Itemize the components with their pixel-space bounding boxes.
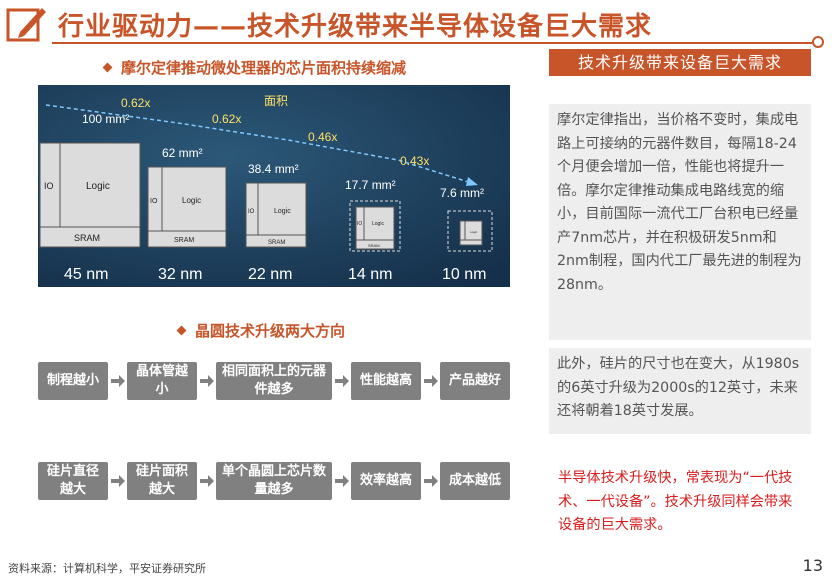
svg-text:Logic: Logic bbox=[274, 208, 291, 215]
diamond-bullet-icon bbox=[176, 325, 187, 336]
subtitle-moore-text: 摩尔定律推动微处理器的芯片面积持续缩减 bbox=[121, 59, 407, 77]
flow-2-step-5: 成本越低 bbox=[440, 462, 510, 500]
arrow-right-icon bbox=[424, 475, 438, 487]
arrow-right-icon bbox=[111, 375, 125, 387]
flow-1-step-3: 相同面积上的元器件越多 bbox=[216, 362, 332, 400]
chip-3-diagram: IO Logic SRAM bbox=[245, 182, 307, 248]
page-title: 行业驱动力——技术升级带来半导体设备巨大需求 bbox=[58, 12, 653, 42]
page-number: 13 bbox=[802, 556, 823, 575]
flow-1-step-4: 性能越高 bbox=[351, 362, 421, 400]
ratio-label-4: 0.43x bbox=[400, 154, 429, 168]
chip-4-area: 17.7 mm² bbox=[345, 178, 396, 192]
chip-1-diagram: IO Logic SRAM bbox=[39, 142, 141, 248]
right-section-header: 技术升级带来设备巨大需求 bbox=[549, 49, 811, 76]
highlight-conclusion: 半导体技术升级快，常表现为“一代技术、一代设备”。技术升级同样会带来设备的巨大需… bbox=[558, 470, 793, 533]
svg-text:SRAM: SRAM bbox=[74, 233, 100, 243]
svg-text:Logic: Logic bbox=[372, 221, 384, 227]
chip-2-diagram: IO Logic SRAM bbox=[147, 166, 227, 248]
subtitle-moore: 摩尔定律推动微处理器的芯片面积持续缩减 bbox=[102, 57, 407, 78]
svg-text:IO: IO bbox=[150, 198, 158, 205]
subtitle-wafer-text: 晶圆技术升级两大方向 bbox=[195, 322, 346, 340]
header-divider-end bbox=[812, 36, 824, 48]
diamond-bullet-icon bbox=[102, 62, 113, 73]
flow-1-step-2: 晶体管越小 bbox=[127, 362, 197, 400]
arrow-right-icon bbox=[424, 375, 438, 387]
header-divider bbox=[52, 42, 812, 44]
moore-law-svg: 0.62x 0.62x 0.46x 0.43x 面积 100 mm² IO Lo… bbox=[38, 85, 510, 287]
svg-text:SRAM: SRAM bbox=[268, 240, 285, 246]
moore-law-graphic: 0.62x 0.62x 0.46x 0.43x 面积 100 mm² IO Lo… bbox=[38, 85, 510, 287]
svg-text:SRAM: SRAM bbox=[368, 243, 380, 248]
chip-5-diagram: Logic bbox=[447, 210, 493, 252]
chip-2-node: 32 nm bbox=[158, 266, 202, 283]
flow-1-step-5: 产品越好 bbox=[440, 362, 510, 400]
ratio-label-2: 0.62x bbox=[212, 112, 241, 126]
chip-3-node: 22 nm bbox=[248, 266, 292, 283]
subtitle-wafer: 晶圆技术升级两大方向 bbox=[176, 320, 346, 341]
ratio-label-3: 0.46x bbox=[308, 130, 337, 144]
svg-text:Logic: Logic bbox=[86, 181, 110, 192]
wafer-size-explanation-panel: 此外，硅片的尺寸也在变大，从1980s的6英寸升级为2000s的12英寸，未来还… bbox=[549, 348, 811, 434]
pencil-logo-icon bbox=[6, 8, 46, 42]
arrow-right-icon bbox=[335, 375, 349, 387]
svg-text:IO: IO bbox=[44, 181, 54, 191]
trend-arrowhead-icon bbox=[466, 177, 478, 186]
svg-text:Logic: Logic bbox=[470, 230, 478, 234]
arrow-right-icon bbox=[200, 375, 214, 387]
chip-4-node: 14 nm bbox=[348, 266, 392, 283]
chip-5-area: 7.6 mm² bbox=[440, 186, 484, 200]
chip-1-node: 45 nm bbox=[64, 266, 108, 283]
flow-2-step-1: 硅片直径越大 bbox=[38, 462, 108, 500]
svg-text:IO: IO bbox=[357, 221, 362, 227]
chip-3-area: 38.4 mm² bbox=[248, 162, 299, 176]
moore-law-explanation-panel: 摩尔定律指出，当价格不变时，集成电路上可接纳的元器件数目，每隔18-24个月便会… bbox=[549, 104, 811, 340]
chip-4-diagram: IO Logic SRAM bbox=[349, 200, 401, 252]
flow-1-step-1: 制程越小 bbox=[38, 362, 108, 400]
svg-text:IO: IO bbox=[248, 209, 255, 215]
chip-5-node: 10 nm bbox=[442, 266, 486, 283]
source-note: 资料来源：计算机科学，平安证券研究所 bbox=[8, 562, 206, 575]
chip-1-area: 100 mm² bbox=[82, 112, 129, 126]
chip-2-area: 62 mm² bbox=[162, 146, 203, 160]
graphic-heading: 面积 bbox=[264, 94, 288, 108]
svg-text:Logic: Logic bbox=[182, 196, 201, 205]
flow-2-step-2: 硅片面积越大 bbox=[127, 462, 197, 500]
arrow-right-icon bbox=[335, 475, 349, 487]
svg-text:SRAM: SRAM bbox=[174, 237, 194, 244]
arrow-right-icon bbox=[111, 475, 125, 487]
ratio-label-1: 0.62x bbox=[121, 96, 150, 110]
flow-2-step-3: 单个晶圆上芯片数量越多 bbox=[216, 462, 332, 500]
arrow-right-icon bbox=[200, 475, 214, 487]
flow-2-step-4: 效率越高 bbox=[351, 462, 421, 500]
